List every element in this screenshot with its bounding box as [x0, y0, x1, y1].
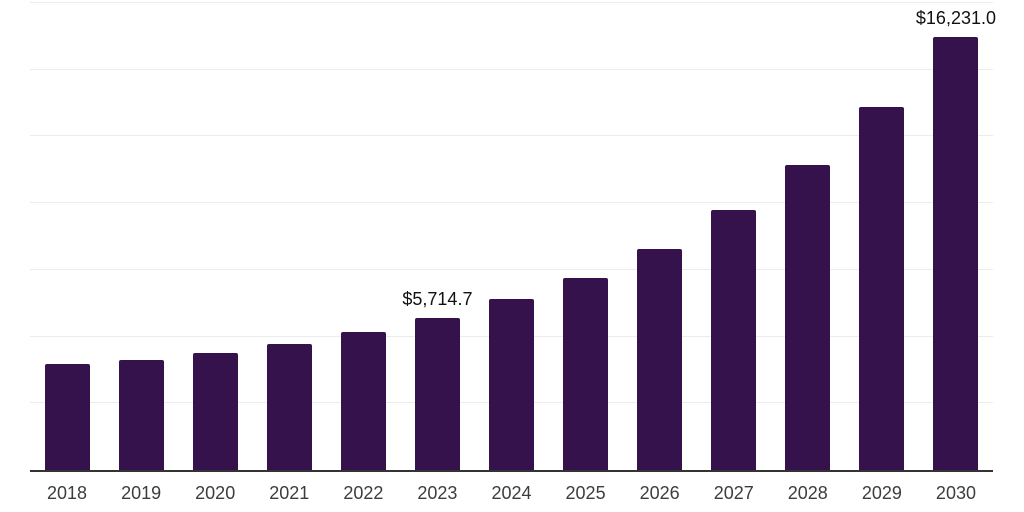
x-tick-label: 2020: [195, 483, 236, 503]
gridline: [30, 202, 993, 204]
x-tick-label: 2023: [417, 483, 458, 503]
x-axis: 2018 2019 2020 2021 2022 2023 2024 2025 2026 2027…: [30, 483, 993, 507]
bar-2029: [859, 107, 905, 470]
bar-2023: [414, 317, 460, 470]
x-tick-label: 2019: [121, 483, 162, 503]
x-tick-label: 2027: [713, 483, 754, 503]
x-tick-label: 2026: [639, 483, 680, 503]
x-tick-label: 2022: [343, 483, 384, 503]
x-tick-label: 2021: [269, 483, 310, 503]
x-tick-label: 2024: [491, 483, 532, 503]
bar-2021: [266, 344, 312, 470]
data-label-2030: $16,231.0: [915, 8, 996, 29]
gridline: [30, 268, 993, 270]
x-tick-label: 2018: [47, 483, 88, 503]
bar-2027: [711, 210, 757, 470]
bar-2028: [785, 165, 831, 470]
x-tick-label: 2029: [861, 483, 902, 503]
bar-2019: [118, 359, 164, 470]
bar-2025: [563, 277, 609, 470]
x-tick-label: 2030: [935, 483, 976, 503]
bar-2030: [933, 36, 979, 470]
bar-2018: [44, 364, 90, 470]
x-tick-label: 2028: [787, 483, 828, 503]
bar-2020: [192, 353, 238, 470]
bar-2024: [489, 299, 534, 470]
gridline: [30, 2, 993, 3]
gridline: [30, 135, 993, 137]
plot-area: $5,714.7 $16,231.0: [30, 2, 996, 472]
data-label-2023: $5,714.7: [402, 288, 473, 309]
x-tick-label: 2025: [565, 483, 606, 503]
bar-2022: [340, 332, 386, 470]
bar-2026: [637, 248, 683, 470]
gridline: [30, 68, 993, 70]
